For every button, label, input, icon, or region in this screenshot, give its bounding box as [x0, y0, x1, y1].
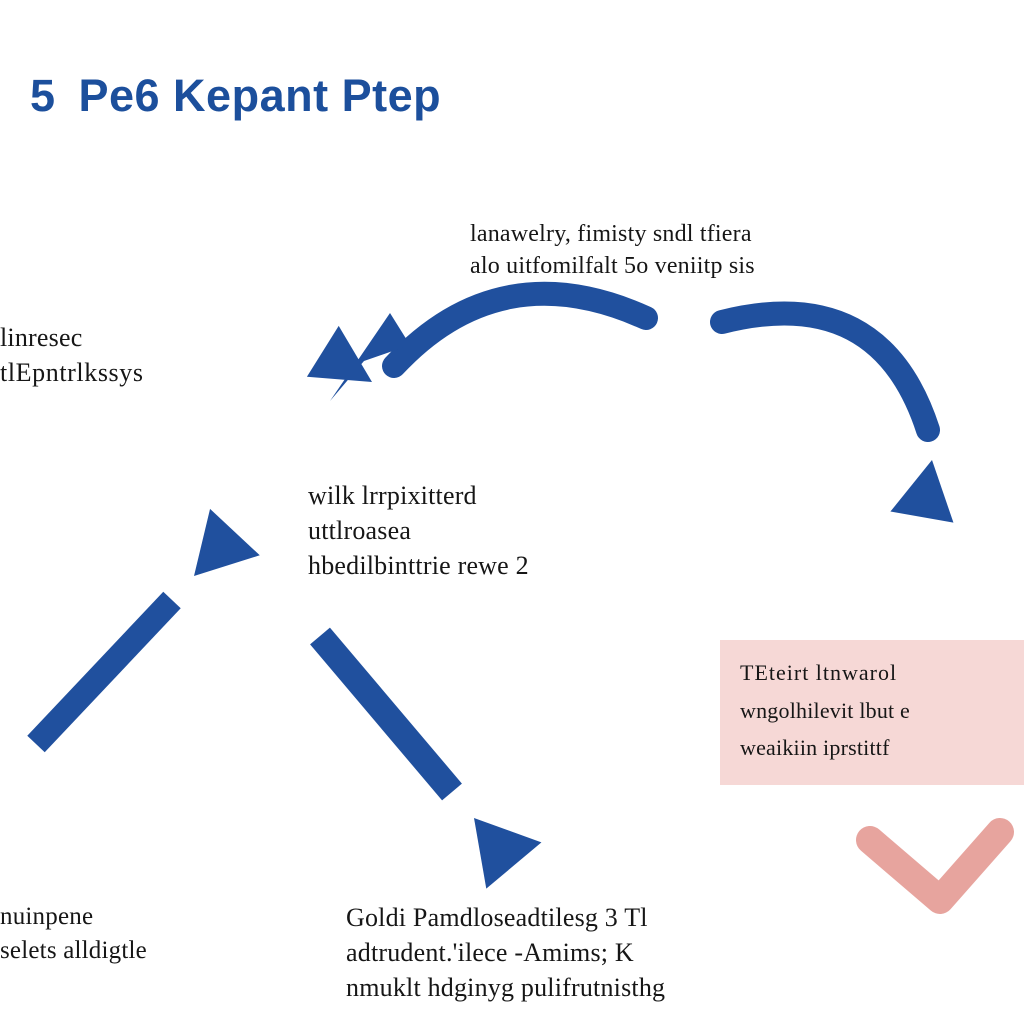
caption-line: wilk lrrpixitterd — [308, 478, 529, 513]
caption-line: linresec — [0, 320, 144, 355]
caption-bottom: Goldi Pamdloseadtilesg 3 Tl adtrudent.'i… — [346, 900, 665, 1005]
chevron-icon — [870, 832, 1000, 900]
flow-arrow-curve-left — [307, 294, 646, 408]
caption-line: hbedilbinttrie rewe 2 — [308, 548, 529, 583]
caption-line: tlEpntrlkssys — [0, 355, 144, 390]
flow-arrow-curve-right — [722, 313, 964, 522]
caption-left-upper: linresec tlEpntrlkssys — [0, 320, 144, 390]
flow-arrow-diag-down — [320, 636, 541, 889]
caption-line: selets alldigtle — [0, 934, 147, 968]
flow-arrow-diag-up — [36, 509, 260, 744]
caption-line: lanawelry, fimisty sndl tfiera — [470, 218, 755, 250]
slide-title: 5 Pe6 Kepant Ptep — [30, 70, 441, 122]
title-prefix: 5 — [30, 70, 56, 121]
caption-line: adtrudent.'ilece -Amims; K — [346, 935, 665, 970]
title-text: Pe6 Kepant Ptep — [78, 70, 441, 121]
caption-line: alo uitfomilfalt 5o veniitp sis — [470, 250, 755, 282]
caption-line: Goldi Pamdloseadtilesg 3 Tl — [346, 900, 665, 935]
caption-line: uttlroasea — [308, 513, 529, 548]
caption-line: nuinpene — [0, 900, 147, 934]
caption-line: wngolhilevit lbut e — [740, 696, 1024, 726]
caption-line: weaikiin iprstittf — [740, 733, 1024, 763]
caption-top-right: lanawelry, fimisty sndl tfiera alo uitfo… — [470, 218, 755, 283]
callout-box: TEteirt ltnwarol wngolhilevit lbut e wea… — [720, 640, 1024, 785]
diagram-stage: { "colors": { "title": "#1c4f9c", "arrow… — [0, 0, 1024, 1024]
caption-center: wilk lrrpixitterd uttlroasea hbedilbintt… — [308, 478, 529, 583]
caption-line: TEteirt ltnwarol — [740, 658, 1024, 688]
caption-left-lower: nuinpene selets alldigtle — [0, 900, 147, 968]
caption-line: nmuklt hdginyg pulifrutnisthg — [346, 970, 665, 1005]
